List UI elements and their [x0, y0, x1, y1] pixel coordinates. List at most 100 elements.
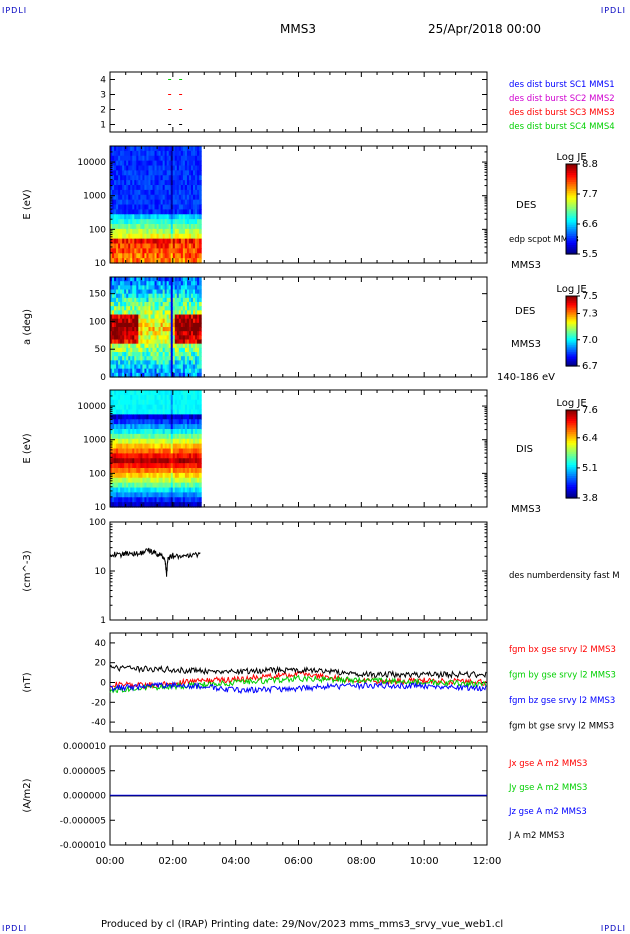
- heatmap-cell: [138, 302, 141, 307]
- heatmap-cell: [193, 414, 196, 420]
- heatmap-cell: [195, 277, 198, 282]
- heatmap-cell: [162, 482, 166, 489]
- heatmap-cell: [128, 160, 131, 167]
- heatmap-cell: [156, 468, 160, 474]
- heatmap-cell: [110, 209, 113, 215]
- heatmap-cell: [170, 429, 174, 435]
- heatmap-cell: [142, 360, 146, 366]
- heatmap-cell: [186, 477, 190, 484]
- heatmap-cell: [186, 497, 190, 503]
- heatmap-cell: [158, 209, 162, 215]
- heatmap-cell: [180, 297, 184, 303]
- heatmap-cell: [114, 327, 117, 332]
- heatmap-cell: [195, 343, 198, 349]
- heatmap-cell: [146, 424, 150, 430]
- heatmap-cell: [124, 347, 127, 353]
- heatmap-cell: [164, 170, 168, 176]
- colorbar-swatch: [566, 440, 577, 444]
- heatmap-cell: [134, 224, 137, 230]
- heatmap-cell: [142, 424, 146, 430]
- heatmap-cell: [164, 458, 168, 464]
- heatmap-cell: [146, 233, 150, 240]
- heatmap-cell: [140, 293, 143, 299]
- heatmap-cell: [124, 368, 127, 374]
- heatmap-cell: [144, 306, 148, 311]
- heatmap-cell: [193, 285, 196, 291]
- heatmap-cell: [156, 343, 160, 349]
- heatmap-cell: [156, 497, 160, 503]
- heatmap-cell: [180, 146, 184, 152]
- heatmap-cell: [136, 482, 139, 489]
- heatmap-cell: [164, 492, 168, 498]
- heatmap-cell: [193, 219, 196, 225]
- heatmap-cell: [150, 185, 154, 191]
- heatmap-cell: [166, 306, 170, 311]
- heatmap-cell: [150, 204, 154, 210]
- colorbar-tick-label: 5.1: [582, 463, 598, 474]
- heatmap-cell: [114, 424, 117, 430]
- heatmap-cell: [142, 429, 146, 435]
- heatmap-cell: [174, 185, 178, 191]
- heatmap-cell: [184, 238, 188, 245]
- heatmap-cell: [112, 209, 115, 215]
- heatmap-cell: [148, 189, 152, 196]
- heatmap-cell: [176, 170, 180, 176]
- heatmap-cell: [180, 424, 184, 430]
- heatmap-cell: [176, 180, 180, 186]
- heatmap-cell: [152, 352, 156, 357]
- heatmap-cell: [122, 302, 125, 307]
- heatmap-cell: [114, 364, 117, 370]
- heatmap-cell: [190, 453, 194, 459]
- heatmap-cell: [170, 356, 174, 361]
- heatmap-cell: [182, 331, 186, 336]
- heatmap-cell: [172, 364, 176, 370]
- heatmap-cell: [116, 468, 119, 474]
- heatmap-cell: [120, 285, 123, 291]
- heatmap-cell: [154, 204, 158, 210]
- heatmap-cell: [197, 453, 200, 459]
- heatmap-cell: [180, 372, 184, 378]
- heatmap-cell: [174, 310, 178, 316]
- heatmap-cell: [186, 310, 190, 316]
- heatmap-cell: [120, 468, 123, 474]
- heatmap-cell: [118, 165, 121, 171]
- heatmap-cell: [178, 433, 182, 440]
- heatmap-cell: [160, 468, 164, 474]
- heatmap-cell: [180, 463, 184, 469]
- heatmap-cell: [162, 419, 166, 425]
- heatmap-cell: [166, 339, 170, 345]
- heatmap-cell: [190, 409, 194, 415]
- heatmap-cell: [148, 238, 152, 245]
- heatmap-cell: [164, 414, 168, 420]
- heatmap-cell: [112, 306, 115, 311]
- heatmap-cell: [128, 394, 131, 401]
- heatmap-cell: [160, 180, 164, 186]
- heatmap-cell: [142, 204, 146, 210]
- heatmap-cell: [168, 404, 172, 411]
- heatmap-cell: [182, 399, 186, 406]
- heatmap-cell: [150, 322, 154, 328]
- heatmap-cell: [188, 343, 192, 349]
- heatmap-cell: [110, 150, 113, 157]
- heatmap-cell: [140, 356, 143, 361]
- heatmap-cell: [199, 364, 202, 370]
- heatmap-cell: [166, 293, 170, 299]
- heatmap-cell: [128, 360, 131, 366]
- heatmap-cell: [166, 429, 170, 435]
- heatmap-cell: [116, 277, 119, 282]
- heatmap-cell: [120, 477, 123, 484]
- heatmap-cell: [124, 185, 127, 191]
- heatmap-cell: [112, 419, 115, 425]
- heatmap-cell: [146, 209, 150, 215]
- heatmap-cell: [184, 360, 188, 366]
- heatmap-cell: [148, 253, 152, 259]
- heatmap-cell: [178, 243, 182, 249]
- heatmap-cell: [154, 487, 158, 493]
- heatmap-cell: [158, 331, 162, 336]
- heatmap-cell: [112, 356, 115, 361]
- colorbar-swatch: [566, 449, 577, 453]
- heatmap-cell: [190, 243, 194, 249]
- heatmap-cell: [193, 214, 196, 220]
- heatmap-cell: [170, 258, 174, 264]
- heatmap-cell: [193, 327, 196, 332]
